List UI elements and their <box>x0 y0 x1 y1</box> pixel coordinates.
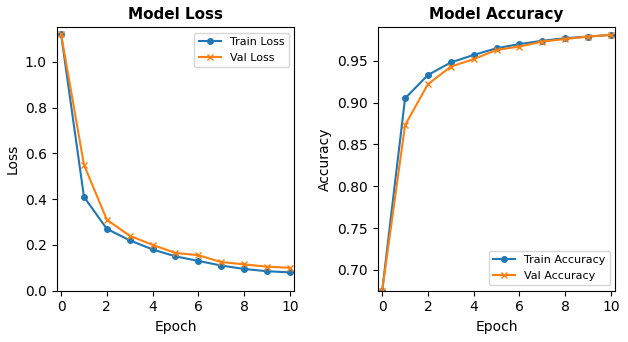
Train Accuracy <box>470 53 477 57</box>
Val Accuracy <box>561 37 569 41</box>
Train Loss <box>263 269 271 273</box>
Val Accuracy <box>516 44 523 49</box>
Line: Train Loss: Train Loss <box>58 31 293 275</box>
Train Accuracy <box>561 36 569 40</box>
Val Loss <box>149 243 156 247</box>
Train Loss <box>57 32 65 36</box>
Val Accuracy <box>584 35 592 39</box>
Val Loss <box>263 265 271 269</box>
Train Loss <box>126 238 134 242</box>
Val Loss <box>241 262 248 266</box>
Train Accuracy <box>401 96 409 101</box>
Train Loss <box>217 263 225 267</box>
Val Loss <box>80 163 88 167</box>
Train Accuracy <box>447 61 455 65</box>
Val Accuracy <box>401 123 409 127</box>
Train Accuracy <box>424 73 431 77</box>
Val Loss <box>171 251 179 255</box>
Title: Model Loss: Model Loss <box>128 7 223 22</box>
Train Loss <box>241 267 248 271</box>
Val Loss <box>103 218 111 222</box>
Train Loss <box>286 270 293 274</box>
Train Accuracy <box>516 42 523 46</box>
Train Loss <box>171 254 179 259</box>
Val Accuracy <box>424 82 431 86</box>
Val Loss <box>217 260 225 264</box>
Train Loss <box>80 195 88 199</box>
Legend: Train Accuracy, Val Accuracy: Train Accuracy, Val Accuracy <box>489 251 610 285</box>
Line: Val Accuracy: Val Accuracy <box>379 31 614 294</box>
Train Loss <box>149 247 156 251</box>
Val Accuracy <box>538 40 546 44</box>
Line: Val Loss: Val Loss <box>58 31 293 271</box>
Train Accuracy <box>538 39 546 43</box>
Val Accuracy <box>493 48 501 52</box>
Val Accuracy <box>470 57 477 61</box>
Val Accuracy <box>607 33 615 37</box>
Y-axis label: Accuracy: Accuracy <box>318 127 332 191</box>
Val Loss <box>126 234 134 238</box>
Train Accuracy <box>379 289 386 293</box>
Y-axis label: Loss: Loss <box>5 144 19 174</box>
X-axis label: Epoch: Epoch <box>475 320 517 334</box>
Val Loss <box>195 253 202 257</box>
Train Accuracy <box>607 33 615 37</box>
Line: Train Accuracy: Train Accuracy <box>379 32 614 293</box>
Val Accuracy <box>379 289 386 293</box>
X-axis label: Epoch: Epoch <box>154 320 197 334</box>
Legend: Train Loss, Val Loss: Train Loss, Val Loss <box>194 33 289 67</box>
Train Loss <box>195 259 202 263</box>
Train Accuracy <box>493 46 501 50</box>
Val Loss <box>57 32 65 36</box>
Val Loss <box>286 266 293 270</box>
Train Loss <box>103 227 111 231</box>
Train Accuracy <box>584 35 592 39</box>
Title: Model Accuracy: Model Accuracy <box>430 7 564 22</box>
Val Accuracy <box>447 65 455 69</box>
